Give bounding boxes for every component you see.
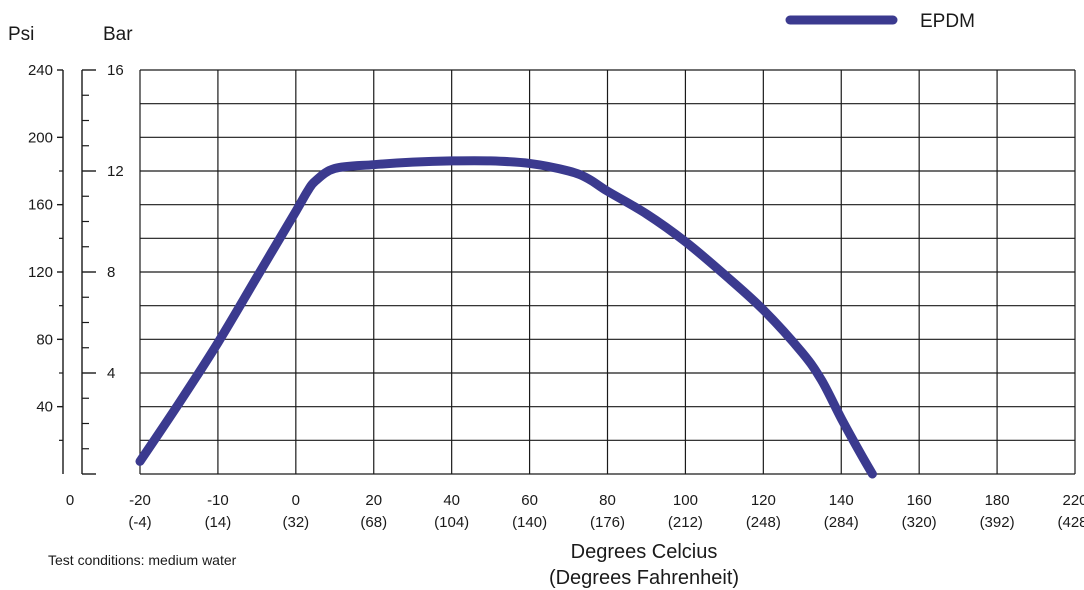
x-tick-label-fahrenheit: (14) <box>205 514 232 531</box>
x-tick-label-fahrenheit: (428) <box>1057 514 1084 531</box>
bar-axis-title: Bar <box>103 24 133 45</box>
bar-axis: 16 12 8 4 <box>81 62 124 475</box>
series-epdm <box>135 156 877 479</box>
x-tick-label-celsius: 100 <box>673 492 698 509</box>
x-tick-label-celsius: -20 <box>129 492 151 509</box>
test-conditions-note: Test conditions: medium water <box>48 552 237 568</box>
psi-tick-label: 120 <box>28 264 53 281</box>
psi-tick-label: 200 <box>28 129 53 146</box>
x-tick-label-fahrenheit: (104) <box>434 514 469 531</box>
bar-tick-label: 16 <box>107 62 124 79</box>
x-tick-label-celsius: 40 <box>443 492 460 509</box>
x-tick-label-fahrenheit: (68) <box>360 514 387 531</box>
psi-tick-label: 240 <box>28 62 53 79</box>
grid <box>139 69 1076 475</box>
x-tick-label-celsius: 0 <box>292 492 300 509</box>
x-tick-label-fahrenheit: (-4) <box>128 514 151 531</box>
x-tick-label-fahrenheit: (212) <box>668 514 703 531</box>
x-tick-label-fahrenheit: (32) <box>282 514 309 531</box>
x-tick-label-celsius: 140 <box>829 492 854 509</box>
psi-axis-title: Psi <box>8 24 34 45</box>
x-tick-label-fahrenheit: (392) <box>980 514 1015 531</box>
x-tick-label-fahrenheit: (248) <box>746 514 781 531</box>
x-axis: -20 (-4) -10 (14) 0 (32) 20 (68) 40 (104) 60 (140) 8… <box>128 492 1084 531</box>
psi-tick-label: 40 <box>36 399 53 416</box>
bar-tick-label: 12 <box>107 163 124 180</box>
x-tick-label-celsius: 160 <box>907 492 932 509</box>
psi-tick-label: 80 <box>36 331 53 348</box>
x-axis-title-fahrenheit: (Degrees Fahrenheit) <box>549 567 739 589</box>
x-tick-label-fahrenheit: (176) <box>590 514 625 531</box>
psi-tick-label: 160 <box>28 197 53 214</box>
x-tick-label-celsius: 20 <box>365 492 382 509</box>
x-tick-label-fahrenheit: (284) <box>824 514 859 531</box>
bar-tick-label: 4 <box>107 365 115 382</box>
x-axis-title-celsius: Degrees Celcius <box>571 541 718 563</box>
bar-tick-label: 8 <box>107 264 115 281</box>
x-tick-label-celsius: 220 <box>1062 492 1084 509</box>
x-tick-label-celsius: -10 <box>207 492 229 509</box>
x-tick-label-fahrenheit: (320) <box>902 514 937 531</box>
x-tick-label-celsius: 180 <box>985 492 1010 509</box>
legend-label: EPDM <box>920 11 975 32</box>
x-tick-label-celsius: 80 <box>599 492 616 509</box>
x-tick-label-celsius: 120 <box>751 492 776 509</box>
x-origin-label: 0 <box>66 492 74 509</box>
x-tick-label-celsius: 60 <box>521 492 538 509</box>
series-line-epdm <box>135 156 877 479</box>
x-tick-label-fahrenheit: (140) <box>512 514 547 531</box>
psi-axis: 240 200 160 120 80 40 <box>28 62 64 474</box>
